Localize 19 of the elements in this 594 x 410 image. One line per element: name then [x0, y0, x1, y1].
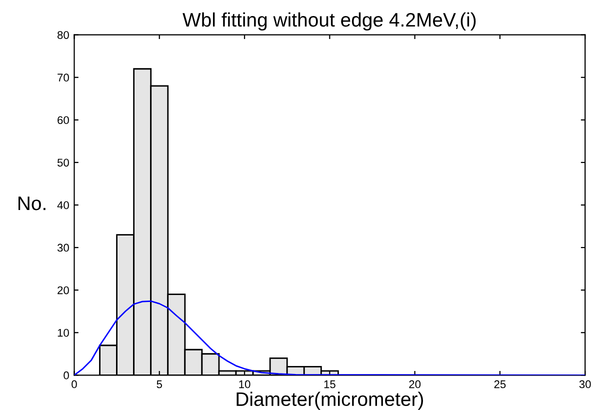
y-tick-label: 60 — [58, 116, 69, 124]
x-tick-label: 25 — [494, 380, 506, 388]
x-tick-label: 10 — [239, 380, 250, 388]
y-axis-title: No. — [18, 196, 46, 210]
x-tick-label: 15 — [324, 380, 336, 388]
y-tick-label: 20 — [58, 286, 69, 294]
y-tick-label: 70 — [58, 74, 69, 82]
x-tick-label: 5 — [156, 380, 162, 388]
chart-title: Wbl fitting without edge 4.2MeV,(i) — [182, 12, 476, 31]
y-tick-label: 80 — [58, 31, 69, 39]
y-tick-label: 10 — [58, 328, 69, 337]
x-axis-title: Diameter(micrometer) — [236, 392, 423, 410]
y-tick-label: 30 — [57, 244, 69, 252]
x-tick-label: 30 — [579, 380, 591, 388]
x-tick-label: 0 — [72, 380, 77, 388]
y-tick-label: 50 — [57, 158, 69, 167]
y-tick-label: 40 — [57, 201, 69, 210]
x-tick-label: 20 — [409, 380, 421, 388]
y-tick-label: 0 — [64, 371, 69, 380]
